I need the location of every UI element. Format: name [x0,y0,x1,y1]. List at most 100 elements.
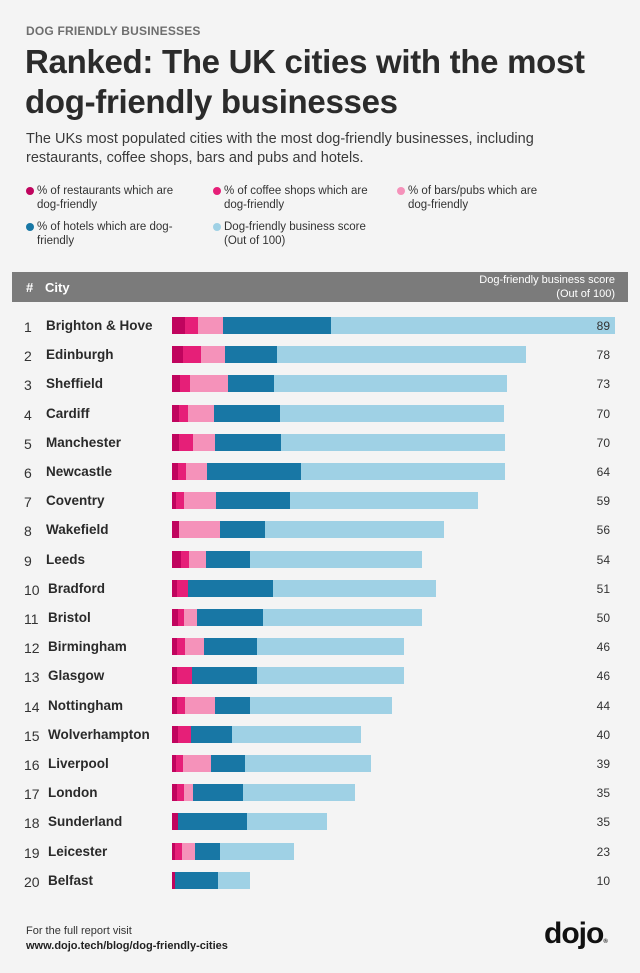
table-row: 10 Bradford 51 [0,576,640,605]
city-label: Wolverhampton [48,726,150,742]
score-value: 10 [596,873,610,888]
bar-segment-bars [179,521,220,539]
table-row: 15 Wolverhampton 40 [0,722,640,751]
stacked-bar [172,609,423,626]
score-value: 50 [596,611,610,625]
bar-segment-score [300,463,506,480]
bar-segment-hotels [219,521,266,539]
table-row: 13 Glasgow 46 [0,663,640,692]
city-label: Edinburgh [46,347,114,363]
stacked-bar [172,784,355,802]
bar-segment-bars [198,317,223,334]
city-label: Bristol [48,610,91,625]
bar-segment-coffee [176,579,188,597]
table-row: 16 Liverpool 39 [0,751,640,780]
city-column-header: City [45,280,70,295]
footer-link[interactable]: www.dojo.tech/blog/dog-friendly-cities [26,940,228,952]
rank-label: 7 [24,494,32,511]
table-row: 12 Birmingham 46 [0,634,640,663]
bar-segment-score [246,813,327,831]
bar-segment-score [256,667,404,685]
bar-segment-restaurants [172,404,179,422]
table-row: 4 Cardiff 70 [0,401,640,430]
bar-segment-coffee [176,755,183,772]
stacked-bar [172,725,361,743]
rank-label: 13 [24,669,40,686]
bar-segment-hotels [190,725,232,743]
bar-segment-coffee [176,784,185,802]
bar-segment-score [273,375,508,393]
rank-column-header: # [26,280,34,295]
legend-item-hotels: % of hotels which are dog-friendly [26,220,187,248]
table-row: 2 Edinburgh 78 [0,342,640,371]
legend-item-restaurants: % of restaurants which are dog-friendly [26,184,187,212]
rank-label: 16 [24,757,40,773]
stacked-bar [172,433,505,451]
table-row: 9 Leeds 54 [0,547,640,576]
bar-segment-coffee [184,317,199,334]
bar-segment-hotels [187,579,274,597]
bar-segment-hotels [214,696,251,714]
bar-segment-restaurants [172,346,183,364]
bar-segment-coffee [175,492,185,510]
bar-segment-score [265,521,445,539]
legend-item-bars: % of bars/pubs which are dog-friendly [397,184,558,212]
bar-segment-restaurants [172,784,177,802]
bar-segment-bars [184,696,215,714]
rank-label: 5 [24,435,32,452]
rank-label: 17 [24,786,40,803]
page-title: Ranked: The UK cities with the most dog-… [25,43,585,120]
legend-dot-bars-icon [397,187,405,195]
bar-segment-score [250,696,392,714]
bar-segment-coffee [179,375,190,393]
score-value: 70 [596,435,610,450]
rank-label: 1 [24,319,32,335]
bar-segment-bars [182,755,211,772]
legend-label: % of restaurants which are dog-friendly [37,185,174,211]
bar-segment-bars [186,463,207,480]
city-label: Coventry [46,493,105,509]
bar-segment-score [276,346,527,364]
rank-label: 18 [24,815,40,832]
logo-text: dojo [544,917,604,950]
bar-segment-restaurants [172,813,178,831]
bar-segment-bars [192,433,215,451]
bar-segment-hotels [210,755,245,772]
score-value: 44 [596,698,610,713]
legend-label: % of coffee shops which are dog-friendly [224,185,368,211]
stacked-bar [172,346,527,364]
bar-segment-restaurants [172,550,181,568]
bar-segment-hotels [222,317,331,334]
score-value: 89 [596,319,610,333]
bar-segment-coffee [178,433,193,451]
city-label: Leicester [48,843,108,859]
rank-label: 8 [24,523,32,540]
bar-segment-restaurants [172,696,177,714]
score-value: 59 [596,494,610,509]
score-value: 70 [596,406,610,421]
legend-dot-restaurants-icon [26,187,34,195]
table-row: 1 Brighton & Hove 89 [0,313,640,342]
table-row: 18 Sunderland 35 [0,809,640,838]
bar-segment-bars [184,492,217,510]
rank-label: 9 [24,552,32,569]
bar-segment-score [244,755,371,772]
bar-segment-hotels [191,667,257,685]
bar-segment-coffee [176,638,186,656]
bar-segment-bars [187,404,214,422]
city-label: Wakefield [46,522,109,538]
bar-segment-coffee [180,550,189,568]
rank-label: 19 [24,844,40,861]
city-label: Glasgow [48,668,105,684]
city-label: Birmingham [48,639,127,655]
bar-segment-restaurants [172,492,176,510]
bar-segment-coffee [177,609,185,626]
legend-dot-score-icon [213,223,221,231]
rank-label: 6 [24,465,32,481]
bar-segment-hotels [204,638,257,656]
bar-segment-restaurants [172,842,176,860]
subtitle: The UKs most populated cities with the m… [26,131,534,166]
city-label: Sunderland [48,814,123,830]
stacked-bar [172,404,505,422]
legend-dot-coffee-icon [213,187,221,195]
